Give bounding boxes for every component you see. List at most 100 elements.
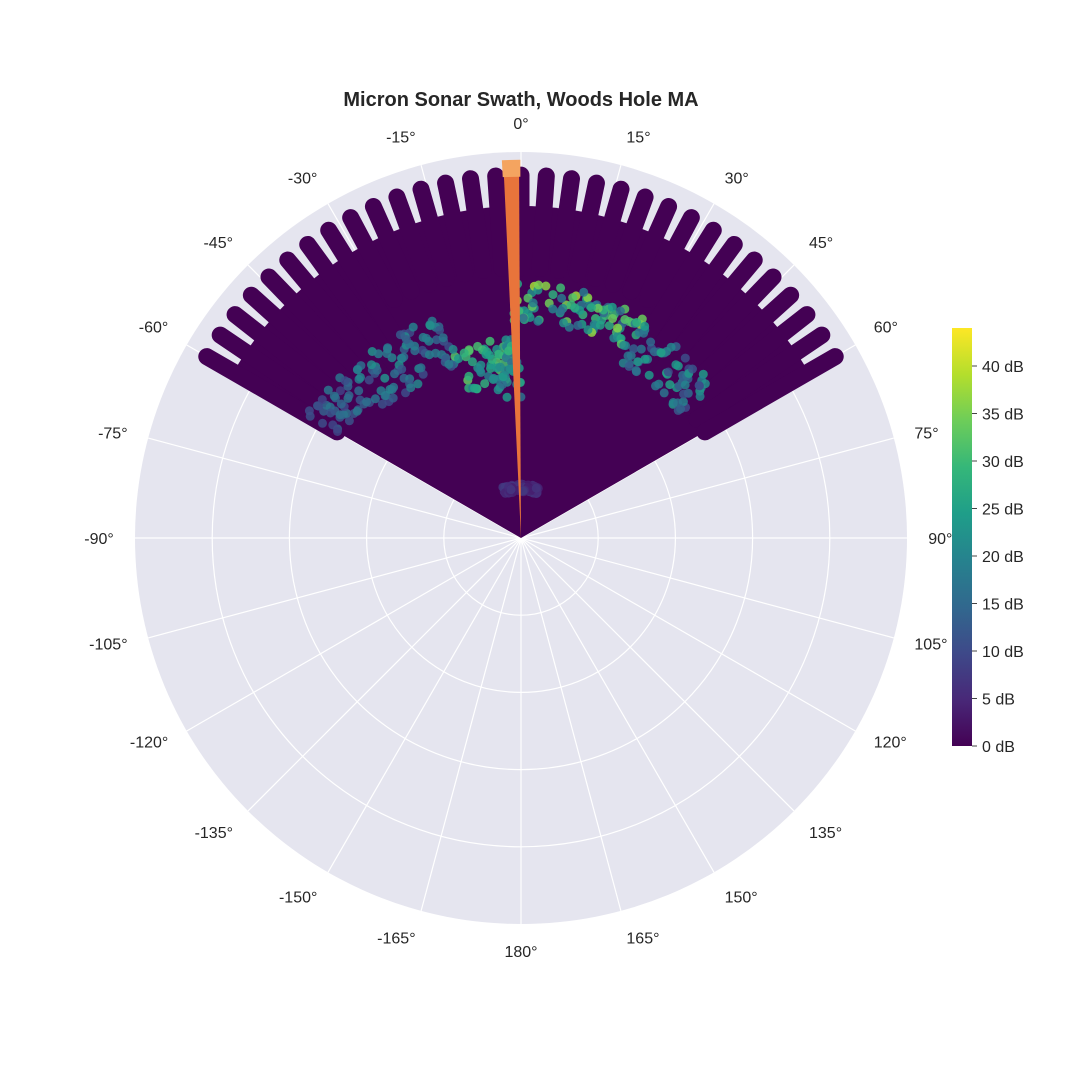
colorbar-tick-label: 25 dB xyxy=(982,502,1024,519)
return-point xyxy=(464,371,474,381)
return-point xyxy=(408,322,418,332)
angular-gridline xyxy=(520,537,715,873)
colorbar-tick-label: 15 dB xyxy=(982,597,1024,614)
return-point xyxy=(695,381,704,391)
return-point xyxy=(382,349,392,358)
return-point xyxy=(354,386,364,396)
return-point xyxy=(454,354,463,364)
angular-tick-label: 60° xyxy=(874,319,898,336)
return-point xyxy=(636,344,646,354)
return-point xyxy=(632,318,642,327)
swath-beam xyxy=(625,221,722,367)
return-point xyxy=(608,314,618,323)
angular-tick-label: -105° xyxy=(89,636,127,653)
return-point xyxy=(340,376,350,386)
return-point xyxy=(304,406,314,416)
return-point xyxy=(548,290,558,300)
angular-tick-label: -60° xyxy=(139,319,169,336)
return-point xyxy=(373,349,383,359)
return-point xyxy=(498,380,508,389)
swath-beam xyxy=(550,170,580,279)
return-point xyxy=(593,303,603,313)
return-point xyxy=(586,303,596,313)
angular-gridline xyxy=(147,537,522,639)
swath-beam xyxy=(487,167,511,277)
swath-beam xyxy=(648,251,763,384)
swath-beam xyxy=(299,235,405,375)
return-point xyxy=(352,406,362,416)
return-point xyxy=(579,287,589,297)
angular-tick-label: -45° xyxy=(203,235,233,252)
return-point xyxy=(504,346,514,356)
return-point xyxy=(663,367,673,377)
angular-gridline xyxy=(327,537,522,873)
return-point xyxy=(489,373,499,383)
swath-returns xyxy=(304,279,710,498)
angular-tick-label: -135° xyxy=(195,825,233,842)
return-point xyxy=(556,306,566,316)
angular-tick-label: 90° xyxy=(928,531,952,548)
return-point xyxy=(406,383,416,393)
return-point xyxy=(595,320,605,330)
return-point xyxy=(680,353,690,363)
swath-beam xyxy=(604,188,654,293)
return-point xyxy=(623,351,633,361)
return-point xyxy=(325,408,335,418)
angular-tick-label: 0° xyxy=(513,116,528,133)
return-point xyxy=(506,485,516,494)
return-point xyxy=(416,363,426,373)
angular-tick-label: -15° xyxy=(386,130,416,147)
return-point xyxy=(640,354,650,364)
return-point xyxy=(649,347,659,357)
return-point xyxy=(367,360,376,370)
angular-tick-label: -75° xyxy=(98,426,128,443)
return-point xyxy=(665,380,675,390)
return-point xyxy=(344,416,354,426)
colorbar: 0 dB 5 dB 10 dB 15 dB 20 dB 25 dB 30 dB 35 dB 40… xyxy=(952,328,1024,756)
return-point xyxy=(604,321,614,331)
return-point xyxy=(620,315,630,324)
return-point xyxy=(390,369,399,379)
return-point xyxy=(425,321,435,331)
colorbar-tick-label: 35 dB xyxy=(982,407,1024,424)
angular-gridline xyxy=(520,537,856,732)
angular-tick-label: 180° xyxy=(504,944,537,961)
return-point xyxy=(380,373,390,383)
current-beam-tip xyxy=(501,159,521,178)
return-point xyxy=(557,293,567,303)
angular-gridline xyxy=(520,537,895,639)
return-point xyxy=(644,370,654,380)
swath-beam xyxy=(388,188,438,293)
swath-beam xyxy=(342,209,403,308)
return-point xyxy=(656,348,666,358)
return-point xyxy=(336,399,346,409)
angular-gridline xyxy=(520,537,795,812)
return-point xyxy=(335,386,345,396)
return-point xyxy=(528,298,538,308)
return-point xyxy=(418,332,428,342)
return-point xyxy=(633,357,643,367)
angular-tick-label: 105° xyxy=(914,636,947,653)
return-point xyxy=(388,393,398,403)
angular-tick-label: 150° xyxy=(725,890,758,907)
return-point xyxy=(475,365,485,375)
return-point xyxy=(666,342,676,352)
return-point xyxy=(583,325,593,335)
return-point xyxy=(548,304,558,314)
return-point xyxy=(435,325,444,335)
return-point xyxy=(573,320,583,330)
return-point xyxy=(344,391,354,400)
return-point xyxy=(485,350,494,360)
angular-tick-label: -30° xyxy=(288,170,318,187)
return-point xyxy=(448,344,458,354)
return-point xyxy=(317,395,327,405)
return-point xyxy=(570,303,580,313)
return-point xyxy=(640,321,650,331)
return-point xyxy=(485,336,495,346)
return-point xyxy=(329,391,339,401)
return-point xyxy=(494,349,504,359)
return-point xyxy=(651,381,660,391)
return-point xyxy=(480,379,490,389)
return-point xyxy=(531,483,541,493)
